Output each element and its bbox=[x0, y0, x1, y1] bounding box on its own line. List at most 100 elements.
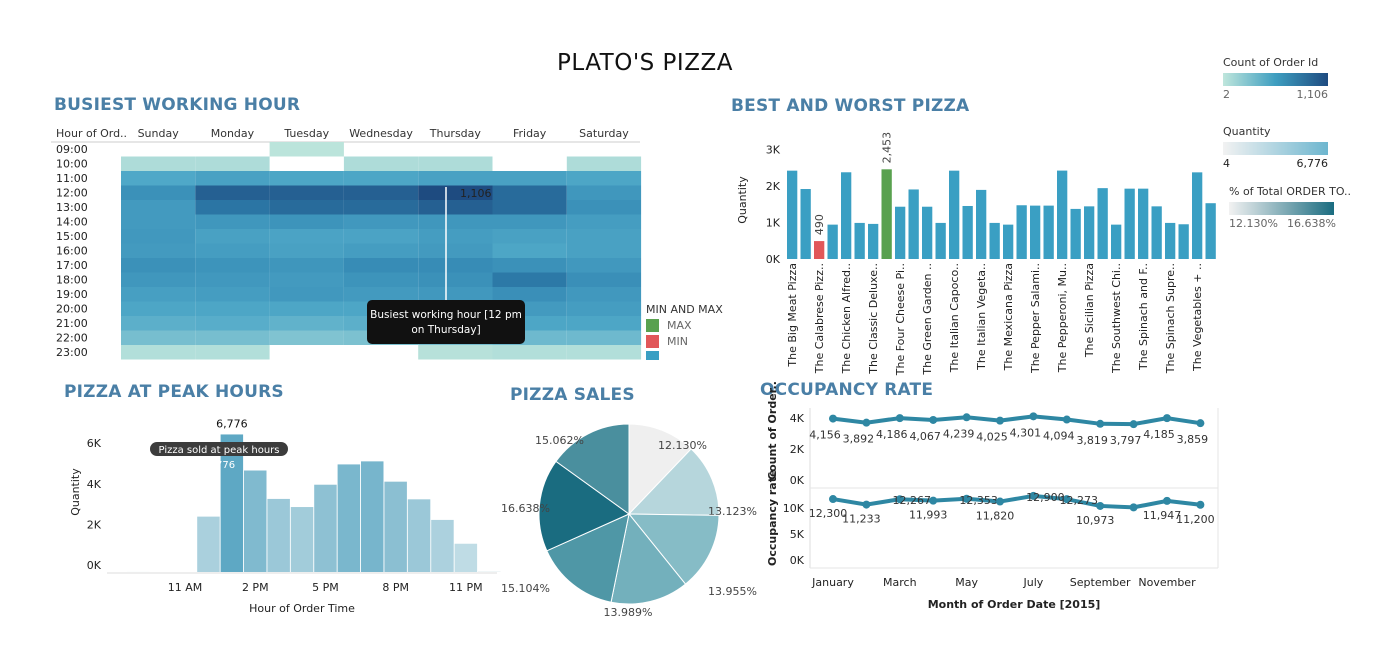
occ-bottom-label: 11,947 bbox=[1143, 509, 1182, 522]
heatmap-row-label: 22:00 bbox=[56, 332, 88, 345]
heatmap-cell bbox=[492, 171, 567, 186]
heatmap-row-label: 14:00 bbox=[56, 216, 88, 229]
best-worst-bar bbox=[814, 241, 825, 259]
best-worst-bar bbox=[922, 206, 933, 259]
peak-bar bbox=[431, 519, 454, 572]
peak-tooltip-box bbox=[150, 442, 288, 456]
occ-bottom-label: 12,900 bbox=[1026, 491, 1065, 504]
heatmap-cell bbox=[121, 156, 196, 171]
heatmap-cell bbox=[121, 330, 196, 345]
heatmap-row-label: 20:00 bbox=[56, 303, 88, 316]
best-worst-tick-label: The Four Cheese Pi.. bbox=[894, 263, 907, 376]
heatmap-row-label: 17:00 bbox=[56, 259, 88, 272]
legend-quantity-min: 4 bbox=[1223, 157, 1230, 170]
peak-ytick: 2K bbox=[87, 518, 102, 531]
occ-top-point bbox=[996, 416, 1004, 425]
heatmap-cell bbox=[566, 243, 642, 258]
heatmap-cell bbox=[566, 316, 642, 331]
heatmap-cell bbox=[343, 214, 419, 229]
occ-top-label: 3,892 bbox=[843, 433, 875, 446]
occ-top-point bbox=[1163, 414, 1171, 423]
section-title-sales: PIZZA SALES bbox=[510, 385, 635, 405]
peak-bar bbox=[337, 464, 361, 572]
heatmap-cell bbox=[195, 272, 270, 287]
heatmap-cell bbox=[566, 229, 642, 244]
occ-top-label: 4,025 bbox=[976, 431, 1008, 444]
heatmap-cell bbox=[121, 229, 196, 244]
heatmap-col-label: Sunday bbox=[138, 127, 180, 140]
heatmap-cell bbox=[566, 258, 642, 273]
heatmap-cell bbox=[418, 345, 493, 360]
heatmap-cell bbox=[195, 287, 270, 302]
occ-xtick: January bbox=[811, 576, 854, 589]
heatmap-cell bbox=[195, 301, 270, 316]
occ-top-label: 4,301 bbox=[1010, 426, 1042, 439]
best-worst-bar bbox=[800, 189, 811, 259]
heatmap-cell bbox=[418, 229, 493, 244]
heatmap-row-label: 23:00 bbox=[56, 346, 88, 359]
best-worst-bar bbox=[868, 223, 879, 259]
heatmap-cell bbox=[418, 243, 493, 258]
heatmap-row-label: 16:00 bbox=[56, 245, 88, 258]
heatmap-cell bbox=[566, 200, 642, 215]
occ-bottom-point bbox=[1029, 491, 1038, 500]
heatmap-cell bbox=[566, 156, 642, 171]
best-worst-bar bbox=[989, 222, 1000, 259]
heatmap-row-label: 10:00 bbox=[56, 158, 88, 171]
best-worst-bar bbox=[1043, 205, 1054, 259]
heatmap-cell bbox=[492, 345, 567, 360]
peak-xtick: 2 PM bbox=[242, 581, 269, 594]
heatmap-cell bbox=[492, 287, 567, 302]
heatmap-cell bbox=[269, 171, 344, 186]
best-worst-bar bbox=[976, 189, 987, 259]
best-worst-bar bbox=[908, 189, 919, 259]
heatmap-cell bbox=[121, 258, 196, 273]
heatmap-cell bbox=[269, 316, 344, 331]
best-worst-bar bbox=[841, 172, 852, 259]
heatmap-cell bbox=[269, 229, 344, 244]
legend-percent-gradient bbox=[1229, 202, 1334, 215]
heatmap-cell bbox=[269, 330, 344, 345]
best-worst-ytick: 0K bbox=[766, 253, 781, 266]
heatmap-cell bbox=[566, 330, 642, 345]
best-worst-bar bbox=[949, 170, 960, 259]
heatmap-cell bbox=[418, 258, 493, 273]
best-worst-bar bbox=[1124, 188, 1135, 259]
heatmap-cell bbox=[269, 272, 344, 287]
occ-top-point bbox=[829, 414, 837, 423]
heatmap-col-label: Monday bbox=[211, 127, 255, 140]
pie-slice bbox=[628, 423, 692, 516]
pie-label: 15.062% bbox=[535, 434, 584, 447]
peak-xtick: 11 AM bbox=[168, 581, 203, 594]
legend-percent-max: 16.638% bbox=[1287, 217, 1336, 230]
pie-label: 16.638% bbox=[501, 502, 550, 515]
section-title-occupancy: OCCUPANCY RATE bbox=[760, 380, 934, 400]
heatmap-cell bbox=[195, 316, 270, 331]
occ-bottom-ytick: 5K bbox=[790, 528, 805, 541]
best-worst-data-label: 2,453 bbox=[881, 132, 894, 164]
peak-tooltip-value: - 6776 bbox=[203, 460, 235, 471]
best-worst-bar bbox=[1178, 224, 1189, 259]
best-worst-tick-label: The Chicken Alfred.. bbox=[840, 263, 853, 374]
occ-xtick: May bbox=[955, 576, 978, 589]
occ-xtick: July bbox=[1023, 576, 1044, 589]
best-worst-bar bbox=[962, 205, 973, 259]
pie-slice bbox=[627, 448, 720, 516]
occ-bottom-label: 10,973 bbox=[1076, 514, 1115, 527]
heatmap-cell bbox=[566, 301, 642, 316]
pie-slice bbox=[538, 460, 630, 552]
heatmap-cell bbox=[121, 287, 196, 302]
best-worst-bar bbox=[1057, 170, 1068, 259]
legend-count: Count of Order Id 2 1,106 bbox=[1223, 56, 1343, 101]
peak-tooltip-title: Pizza sold at peak hours bbox=[159, 445, 280, 456]
heatmap-cell bbox=[566, 214, 642, 229]
best-worst-tick-label: The Vegetables + .. bbox=[1191, 263, 1204, 372]
occ-top-point bbox=[895, 414, 904, 423]
peak-bar bbox=[384, 481, 407, 572]
occ-bottom-label: 12,267 bbox=[893, 494, 932, 507]
occ-bottom-point bbox=[1163, 496, 1171, 505]
best-worst-tick-label: The Spinach Supre.. bbox=[1164, 263, 1177, 374]
legend-quantity-max: 6,776 bbox=[1296, 157, 1329, 170]
heatmap-cell bbox=[195, 330, 270, 345]
best-worst-bar bbox=[1097, 188, 1108, 259]
